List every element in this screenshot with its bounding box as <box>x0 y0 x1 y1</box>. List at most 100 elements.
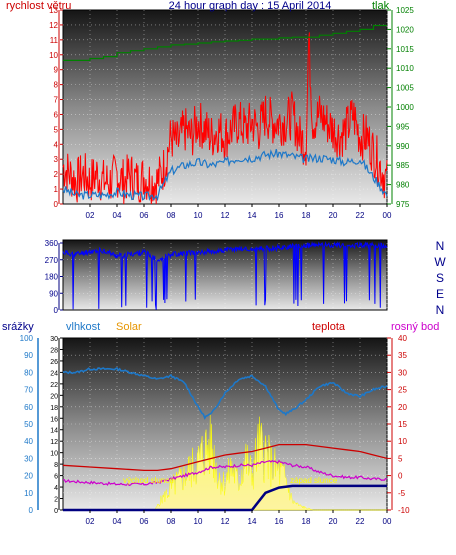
x-tick-label: 18 <box>302 211 311 220</box>
wind-tick-label: 2 <box>54 170 59 179</box>
temperature-tick-label: 0 <box>398 472 403 481</box>
wind-average-line <box>62 148 388 202</box>
humidity-tick-label: 4 <box>54 485 58 492</box>
sunset-annotation: západ slunce <box>290 476 338 485</box>
solar-label: Solar <box>116 321 142 333</box>
x-tick-label: 16 <box>275 517 284 526</box>
pressure-tick-label: 995 <box>396 122 410 131</box>
direction-tick-label: 360 <box>45 239 59 248</box>
x-tick-label: 16 <box>275 211 284 220</box>
wind-tick-label: 8 <box>54 81 59 90</box>
compass-label: W <box>434 255 446 269</box>
wind-tick-label: 10 <box>49 51 58 60</box>
wind-tick-label: 6 <box>54 110 59 119</box>
humidity-tick-label: 18 <box>50 405 58 412</box>
x-tick-label: 06 <box>140 517 149 526</box>
wind-tick-label: 4 <box>54 140 59 149</box>
temperature-tick-label: 10 <box>398 437 407 446</box>
wind-tick-label: 12 <box>49 21 58 30</box>
pressure-axis-title: tlak <box>372 0 390 12</box>
wind-axis-title: rychlost větru <box>6 0 71 12</box>
wind-tick-label: 7 <box>54 96 59 105</box>
wind-tick-label: 11 <box>50 36 59 45</box>
humidity-line <box>62 366 388 420</box>
pressure-tick-label: 1025 <box>396 6 414 15</box>
humidity-tick-label: 16 <box>50 416 58 423</box>
pressure-tick-label: 975 <box>396 200 410 209</box>
humidity-tick-label: 30 <box>50 336 58 343</box>
humidity-tick-label: 20 <box>50 393 58 400</box>
pressure-tick-label: 985 <box>396 161 410 170</box>
wind-gust-line <box>62 32 388 205</box>
direction-tick-label: 180 <box>45 273 59 282</box>
temperature-tick-label: 30 <box>398 368 407 377</box>
x-tick-label: 06 <box>140 211 149 220</box>
direction-tick-label: 90 <box>49 289 58 298</box>
wind-tick-label: 0 <box>54 200 59 209</box>
x-tick-label: 20 <box>329 517 338 526</box>
temperature-tick-label: 5 <box>398 454 403 463</box>
humidity-tick-label: 12 <box>50 439 58 446</box>
compass-label: N <box>436 239 445 253</box>
rain-tick-label: 70 <box>24 386 33 395</box>
wind-tick-label: 1 <box>54 185 59 194</box>
rain-tick-label: 20 <box>24 472 33 481</box>
rain-tick-label: 90 <box>24 351 33 360</box>
compass-label: S <box>436 271 444 285</box>
pressure-tick-label: 1000 <box>396 103 414 112</box>
humidity-tick-label: 26 <box>50 359 58 366</box>
humidity-tick-label: 2 <box>54 497 58 504</box>
x-tick-label: 02 <box>86 211 95 220</box>
humidity-tick-label: 22 <box>50 382 58 389</box>
wind-tick-label: 3 <box>54 155 59 164</box>
rain-tick-label: 80 <box>24 368 33 377</box>
data-series <box>62 24 388 512</box>
dewpoint-label: rosný bod <box>391 321 439 333</box>
humidity-tick-label: 8 <box>54 462 58 469</box>
x-tick-label: 08 <box>167 211 176 220</box>
x-tick-label: 08 <box>167 517 176 526</box>
x-tick-label: 00 <box>383 517 392 526</box>
x-tick-label: 22 <box>356 211 365 220</box>
x-tick-label: 12 <box>221 211 230 220</box>
temperature-line <box>62 443 388 472</box>
temperature-tick-label: 15 <box>398 420 407 429</box>
temperature-tick-label: -10 <box>398 506 410 515</box>
compass-label: N <box>436 303 445 317</box>
rain-tick-label: 60 <box>24 403 33 412</box>
humidity-tick-label: 28 <box>50 347 58 354</box>
humidity-tick-label: 6 <box>54 474 58 481</box>
wind-tick-label: 9 <box>54 66 59 75</box>
temperature-label: teplota <box>312 321 346 333</box>
humidity-label: vlhkost <box>66 321 100 333</box>
compass-label: E <box>436 287 444 301</box>
x-tick-label: 22 <box>356 517 365 526</box>
direction-tick-label: 0 <box>54 306 59 315</box>
x-tick-label: 00 <box>383 211 392 220</box>
rain-label: srážky <box>2 321 34 333</box>
rain-tick-label: 50 <box>24 420 33 429</box>
rain-tick-label: 100 <box>20 334 34 343</box>
humidity-tick-label: 10 <box>50 451 58 458</box>
temperature-tick-label: 20 <box>398 403 407 412</box>
dewpoint-line <box>63 459 388 487</box>
humidity-tick-label: 0 <box>54 508 58 515</box>
rain-line <box>63 484 387 512</box>
rain-tick-label: 30 <box>24 454 33 463</box>
x-tick-label: 14 <box>248 211 257 220</box>
rain-tick-label: 0 <box>29 506 34 515</box>
x-tick-label: 10 <box>194 211 203 220</box>
wind-tick-label: 5 <box>54 125 59 134</box>
temperature-tick-label: 40 <box>398 334 407 343</box>
temperature-tick-label: 35 <box>398 351 407 360</box>
pressure-tick-label: 1015 <box>396 45 414 54</box>
sunrise-annotation: východ slunce <box>123 476 174 485</box>
pressure-tick-label: 980 <box>396 181 410 190</box>
x-tick-label: 20 <box>329 211 338 220</box>
x-tick-label: 14 <box>248 517 257 526</box>
x-tick-label: 04 <box>113 211 122 220</box>
direction-tick-label: 270 <box>45 256 59 265</box>
humidity-tick-label: 24 <box>50 370 58 377</box>
wind-tick-label: 13 <box>49 6 58 15</box>
